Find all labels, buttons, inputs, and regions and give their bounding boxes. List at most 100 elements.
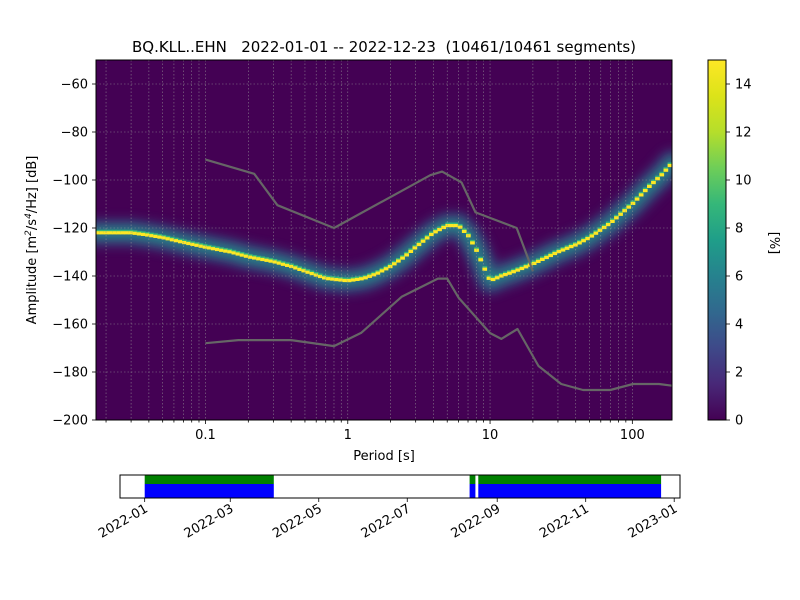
psd-mode-cell bbox=[227, 250, 233, 254]
psd-mode-cell bbox=[124, 231, 130, 235]
psd-mode-cell bbox=[544, 255, 549, 260]
psd-mode-cell bbox=[96, 231, 101, 235]
psd-mode-cell bbox=[136, 232, 142, 236]
psd-mode-cell bbox=[247, 255, 253, 259]
psd-mode-cell bbox=[605, 223, 611, 227]
psd-mode-cell bbox=[494, 276, 500, 280]
chart-title: BQ.KLL..EHN 2022-01-01 -- 2022-12-23 (10… bbox=[132, 38, 636, 56]
colorbar-label: [%] bbox=[766, 232, 781, 255]
psd-mode-cell bbox=[305, 270, 311, 274]
psd-mode-cell bbox=[161, 236, 167, 240]
psd-mode-cell bbox=[383, 267, 389, 271]
timeline-tick-label: 2022-01 bbox=[96, 501, 151, 541]
psd-mode-cell bbox=[507, 271, 512, 275]
psd-mode-cell bbox=[169, 238, 175, 242]
y-tick-label: −200 bbox=[52, 414, 88, 429]
psd-mode-cell bbox=[354, 277, 360, 281]
psd-mode-cell bbox=[260, 257, 265, 262]
psd-mode-cell bbox=[231, 251, 237, 255]
timeline-period-bottom bbox=[469, 484, 476, 498]
timeline-axis: 2022-01 2022-03 2022-05 2022-07 2022-09 2022-… bbox=[96, 498, 680, 542]
y-axis-label: Amplitude [m2/s4/Hz] [dB] bbox=[24, 156, 40, 325]
colorbar-tick-label: 14 bbox=[735, 78, 752, 93]
psd-mode-cell bbox=[445, 224, 451, 228]
psd-mode-cell bbox=[190, 242, 195, 246]
timeline-frame bbox=[119, 474, 681, 499]
psd-mode-cell bbox=[309, 272, 315, 276]
psd-mode-cell bbox=[449, 224, 455, 228]
timeline-bars bbox=[144, 475, 662, 498]
psd-mode-cell bbox=[490, 277, 496, 282]
psd-mode-cell bbox=[531, 261, 537, 265]
psd-mode-cell bbox=[581, 239, 586, 243]
psd-mode-cell bbox=[280, 262, 286, 266]
psd-mode-cell bbox=[424, 236, 430, 240]
psd-mode-cell bbox=[194, 243, 200, 247]
y-tick-label: −100 bbox=[52, 174, 88, 189]
psd-mode-cell bbox=[178, 240, 183, 244]
psd-mode-cell bbox=[272, 260, 278, 264]
psd-mode-cell bbox=[379, 269, 385, 273]
psd-mode-cell bbox=[614, 216, 619, 220]
psd-mode-cell bbox=[453, 224, 459, 228]
y-tick-label: −60 bbox=[61, 78, 88, 93]
psd-mode-cell bbox=[330, 277, 335, 281]
y-tick-label: −160 bbox=[52, 318, 88, 333]
psd-mode-cell bbox=[498, 274, 504, 278]
psd-mode-cell bbox=[433, 230, 438, 234]
timeline-tick-label: 2022-11 bbox=[537, 501, 592, 541]
psd-mode-cell bbox=[642, 189, 648, 193]
psd-mode-cell bbox=[634, 197, 640, 201]
psd-mode-cell bbox=[313, 273, 319, 277]
timeline-chart: 2022-01 2022-03 2022-05 2022-07 2022-09 2022-… bbox=[96, 474, 681, 542]
psd-mode-cell bbox=[206, 246, 212, 250]
psd-mode-cell bbox=[519, 266, 525, 271]
plot-area: 0.1 1 10 100 −60 −80 −100 −120 −140 −160 −180 −200 bbox=[52, 59, 673, 443]
psd-mode-cell bbox=[112, 231, 117, 235]
psd-mode-cell bbox=[165, 237, 171, 241]
psd-mode-cell bbox=[564, 246, 570, 250]
psd-mode-cell bbox=[560, 248, 566, 252]
psd-mode-cell bbox=[568, 245, 574, 249]
psd-mode-cell bbox=[429, 232, 434, 237]
psd-mode-cell bbox=[182, 241, 187, 245]
psd-mode-cell bbox=[334, 278, 339, 282]
psd-mode-cell bbox=[404, 253, 409, 257]
x-axis: 0.1 1 10 100 bbox=[105, 420, 645, 443]
psd-mode-cell bbox=[466, 234, 471, 238]
high-noise-model-line bbox=[205, 158, 534, 272]
colorbar-ticks: 0 2 4 6 8 10 12 14 bbox=[726, 78, 752, 429]
psd-mode-cell bbox=[215, 247, 220, 252]
psd-mode-cell bbox=[145, 233, 150, 237]
colorbar-tick-label: 4 bbox=[735, 318, 743, 333]
psd-mode-cell bbox=[651, 181, 656, 185]
psd-mode-cell bbox=[593, 231, 599, 235]
psd-mode-cell bbox=[540, 257, 545, 261]
psd-mode-cell bbox=[359, 277, 364, 281]
psd-mode-cell bbox=[141, 232, 146, 236]
colorbar: 0 2 4 6 8 10 12 14 [%] bbox=[707, 59, 781, 429]
psd-mode-cell bbox=[622, 209, 627, 213]
psd-mode-cell bbox=[293, 266, 298, 270]
psd-mode-cell bbox=[235, 252, 241, 256]
low-noise-model-line bbox=[205, 277, 672, 392]
psd-mode-cell bbox=[387, 265, 393, 269]
psd-mode-cell bbox=[548, 253, 553, 258]
y-tick-label: −180 bbox=[52, 366, 88, 381]
psd-mode-cell bbox=[585, 237, 590, 241]
psd-mode-cell bbox=[108, 231, 113, 235]
psd-mode-cell bbox=[601, 225, 607, 230]
psd-mode-cell bbox=[363, 276, 368, 280]
colorbar-tick-label: 10 bbox=[735, 174, 752, 189]
psd-mode-cell bbox=[326, 277, 331, 281]
psd-mode-cell bbox=[243, 254, 249, 258]
psd-mode-cell bbox=[523, 265, 529, 269]
colorbar-tick-label: 2 bbox=[735, 366, 743, 381]
psd-mode-cell bbox=[297, 267, 302, 271]
psd-mode-cell bbox=[420, 239, 426, 243]
grid-lines bbox=[96, 60, 672, 420]
psd-mode-cell bbox=[503, 273, 508, 277]
psd-mode-cell bbox=[268, 259, 274, 263]
x-axis-label: Period [s] bbox=[353, 449, 415, 464]
psd-mode-cell bbox=[552, 251, 558, 256]
